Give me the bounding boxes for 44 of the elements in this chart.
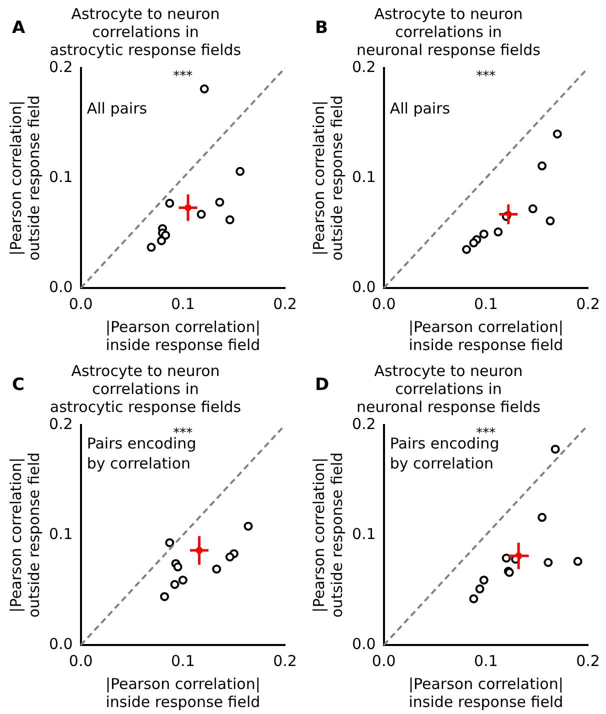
chart-title: Astrocyte to neuron correlations in astrocytic response fields: [50, 4, 242, 59]
text: A: [12, 18, 26, 38]
y-axis-title: |Pearson correlation| outside response field: [6, 452, 43, 618]
annotation: All pairs: [86, 99, 148, 118]
y-tick-label: 0.1: [48, 524, 73, 543]
x-tick-label: 0.0: [372, 294, 396, 313]
x-tick-label: 0.0: [372, 652, 396, 670]
y-tick-label: 0.2: [48, 58, 73, 76]
x-tick-label: 0.2: [273, 652, 297, 670]
x-axis-title: |Pearson correlation| inside response field: [105, 318, 260, 354]
y-tick-label: 0.2: [352, 58, 376, 76]
text: B: [315, 18, 328, 38]
x-tick-label: 0.2: [576, 652, 600, 670]
y-tick-label: 0.2: [48, 414, 73, 433]
x-tick-label: 0.1: [171, 294, 195, 313]
y-tick-label: 0.0: [352, 278, 376, 296]
chart-title: Astrocyte to neuron correlations in neuronal response fields: [356, 362, 541, 416]
y-tick-label: 0.0: [48, 278, 73, 296]
x-tick-label: 0.2: [576, 294, 600, 313]
x-tick-label: 0.0: [68, 652, 93, 670]
x-axis-title: |Pearson correlation| inside response field: [105, 674, 260, 711]
y-tick-label: 0.2: [352, 414, 376, 433]
y-tick-label: 0.1: [48, 168, 73, 186]
y-tick-label: 0.0: [352, 634, 376, 653]
annotation: ***: [173, 68, 194, 84]
x-tick-label: 0.1: [474, 652, 498, 670]
y-axis-title: |Pearson correlation| outside response field: [6, 95, 43, 261]
annotation: All pairs: [390, 99, 450, 118]
text: D: [315, 374, 330, 395]
chart-title: Astrocyte to neuron correlations in astrocytic response fields: [50, 362, 242, 416]
annotation: ***: [476, 68, 496, 84]
text: C: [12, 374, 24, 395]
x-tick-label: 0.0: [68, 294, 93, 313]
x-axis-title: |Pearson correlation| inside response field: [408, 674, 564, 711]
y-axis-title: |Pearson correlation| outside response field: [310, 95, 346, 261]
x-tick-label: 0.2: [273, 294, 297, 313]
y-axis-title: |Pearson correlation| outside response field: [310, 452, 346, 618]
chart-title: Astrocyte to neuron correlations in neuronal response fields: [356, 4, 541, 59]
x-tick-label: 0.1: [171, 652, 195, 670]
y-tick-label: 0.0: [48, 634, 73, 653]
x-tick-label: 0.1: [474, 294, 498, 313]
y-tick-label: 0.1: [352, 168, 376, 186]
y-tick-label: 0.1: [352, 524, 376, 543]
x-axis-title: |Pearson correlation| inside response field: [408, 318, 564, 354]
